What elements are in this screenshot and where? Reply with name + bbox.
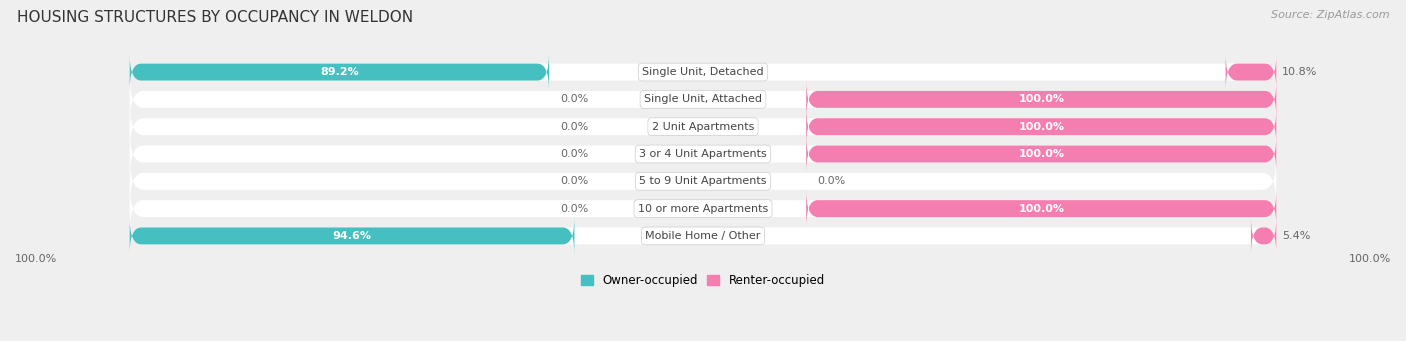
Text: 0.0%: 0.0% xyxy=(818,176,846,186)
FancyBboxPatch shape xyxy=(129,217,575,255)
Legend: Owner-occupied, Renter-occupied: Owner-occupied, Renter-occupied xyxy=(576,269,830,292)
FancyBboxPatch shape xyxy=(129,184,1277,233)
Text: 89.2%: 89.2% xyxy=(321,67,359,77)
Text: 100.0%: 100.0% xyxy=(1018,94,1064,104)
FancyBboxPatch shape xyxy=(129,212,1277,260)
Text: 5.4%: 5.4% xyxy=(1282,231,1310,241)
Text: 0.0%: 0.0% xyxy=(560,149,588,159)
Text: 0.0%: 0.0% xyxy=(560,176,588,186)
Text: 0.0%: 0.0% xyxy=(560,122,588,132)
FancyBboxPatch shape xyxy=(806,190,1277,227)
Text: 94.6%: 94.6% xyxy=(333,231,371,241)
FancyBboxPatch shape xyxy=(1251,217,1277,255)
Text: 100.0%: 100.0% xyxy=(1348,254,1391,264)
Text: 2 Unit Apartments: 2 Unit Apartments xyxy=(652,122,754,132)
Text: 5 to 9 Unit Apartments: 5 to 9 Unit Apartments xyxy=(640,176,766,186)
Text: Single Unit, Attached: Single Unit, Attached xyxy=(644,94,762,104)
Text: Single Unit, Detached: Single Unit, Detached xyxy=(643,67,763,77)
Text: 100.0%: 100.0% xyxy=(1018,122,1064,132)
FancyBboxPatch shape xyxy=(129,75,1277,124)
Text: Mobile Home / Other: Mobile Home / Other xyxy=(645,231,761,241)
Text: 100.0%: 100.0% xyxy=(1018,149,1064,159)
Text: 100.0%: 100.0% xyxy=(15,254,58,264)
Text: Source: ZipAtlas.com: Source: ZipAtlas.com xyxy=(1271,10,1389,20)
Text: HOUSING STRUCTURES BY OCCUPANCY IN WELDON: HOUSING STRUCTURES BY OCCUPANCY IN WELDO… xyxy=(17,10,413,25)
Text: 0.0%: 0.0% xyxy=(560,204,588,213)
Text: 10.8%: 10.8% xyxy=(1282,67,1317,77)
FancyBboxPatch shape xyxy=(129,102,1277,151)
FancyBboxPatch shape xyxy=(1226,53,1277,91)
Text: 0.0%: 0.0% xyxy=(560,94,588,104)
FancyBboxPatch shape xyxy=(129,48,1277,97)
FancyBboxPatch shape xyxy=(806,135,1277,173)
FancyBboxPatch shape xyxy=(129,130,1277,178)
Text: 10 or more Apartments: 10 or more Apartments xyxy=(638,204,768,213)
FancyBboxPatch shape xyxy=(129,157,1277,206)
FancyBboxPatch shape xyxy=(806,108,1277,146)
Text: 100.0%: 100.0% xyxy=(1018,204,1064,213)
FancyBboxPatch shape xyxy=(129,53,548,91)
Text: 3 or 4 Unit Apartments: 3 or 4 Unit Apartments xyxy=(640,149,766,159)
FancyBboxPatch shape xyxy=(806,80,1277,118)
